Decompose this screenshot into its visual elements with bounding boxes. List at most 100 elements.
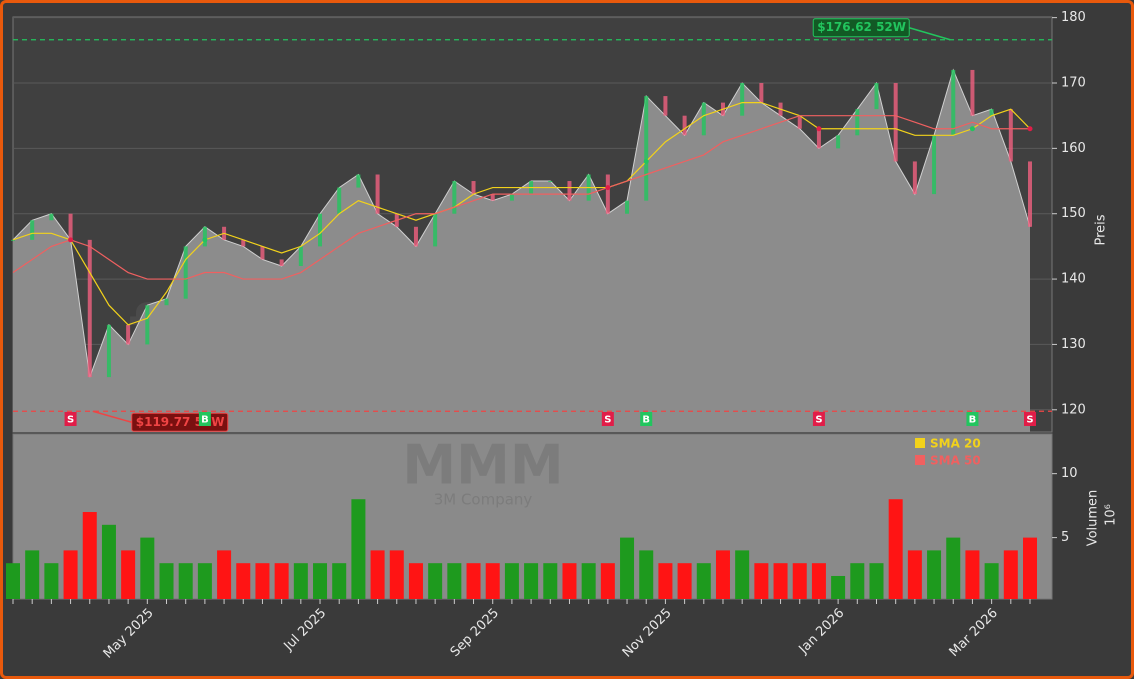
candle [68,213,73,240]
signal-dot [605,185,611,191]
volume-bar [101,524,116,599]
y-tick-label: 170 [1061,76,1086,91]
y-axis-unit: 10⁶ [1104,504,1119,526]
volume-bar [927,550,942,599]
volume-bar [82,512,97,599]
volume-bar [562,563,577,599]
signal-label: S [815,415,822,426]
volume-bar [1003,550,1018,599]
candle [1008,109,1013,162]
volume-bar [907,550,922,599]
y-tick-label: 5 [1061,530,1069,545]
candle [413,226,418,247]
price-area [13,69,1030,432]
signal-box [198,412,211,426]
volume-bar [524,563,539,599]
x-tick-label: Mar 2026 [947,606,1001,660]
volume-bar [715,550,730,599]
signal-box [966,412,979,426]
volume-bar [197,563,212,599]
volume-bar [236,563,251,599]
candle [49,213,54,221]
candle [836,135,841,149]
y-tick-label: 150 [1061,206,1086,221]
candle [490,194,495,201]
watermark-title: MMM [402,434,563,497]
x-tick-label: Sep 2025 [448,606,502,660]
volume-bar [178,563,193,599]
candle [605,174,610,214]
candle [298,246,303,266]
signal-label: B [201,415,209,426]
volume-bar [658,563,673,599]
volume-bar [792,563,807,599]
signal-label: B [642,415,650,426]
candle [740,83,745,116]
signal-label: B [969,415,977,426]
volume-bar [428,563,443,599]
x-tick-label: May 2025 [101,606,157,662]
x-tick-label: Nov 2025 [620,606,675,661]
candle [183,246,188,299]
signal-label: S [1026,415,1033,426]
signal-label: S [604,415,611,426]
legend-label: SMA 50 [930,454,981,468]
signal-dot [68,237,74,243]
sma-line [12,102,1031,326]
candle [30,220,35,240]
volume-bar [25,550,40,599]
volume-bar [831,575,846,599]
candle [106,324,111,378]
candle [260,246,265,260]
sma-line [12,115,1030,280]
volume-bar [159,563,174,599]
candle [164,298,169,306]
volume-bar [351,499,366,599]
candle [816,128,821,149]
volume-bar [773,563,788,599]
volume-bar [946,537,961,599]
low-label: $119.77 52W [136,415,225,429]
candle [625,200,630,214]
volume-bar [811,563,826,599]
candle [874,83,879,110]
candle [11,239,15,241]
signal-dot [969,126,975,132]
volume-bar [735,550,750,599]
candle [87,239,92,378]
volume-bar [63,550,78,599]
volume-bar [408,563,423,599]
volume-bar [869,563,884,599]
volume-bar [677,563,692,599]
volume-bar [255,563,270,599]
candle [912,161,917,195]
candle [855,109,860,136]
x-tick-label: Jul 2025 [281,606,330,655]
y-tick-label: 140 [1061,272,1086,287]
candle [1028,161,1032,227]
legend-swatch [915,455,925,465]
legend-label: SMA 20 [930,437,981,451]
signal-box [1024,412,1036,426]
volume-bar [888,499,903,599]
candle [337,187,342,214]
volume-bar [274,563,289,599]
volume-bar [504,563,519,599]
candle [932,135,937,195]
candle [951,69,956,136]
signal-label: S [67,415,74,426]
chart: forexsignale.trade120130140150160170180$… [6,10,1119,662]
volume-bar [6,563,20,599]
candle [567,181,572,201]
volume-bar [217,550,232,599]
signal-dot [202,237,208,243]
volume-bar [1023,537,1037,599]
candle [318,213,323,247]
candle [452,181,457,214]
candle [509,194,514,201]
signal-box [64,412,77,426]
volume-bar [543,563,558,599]
candle [433,213,438,247]
high-label: $176.62 52W [817,20,906,34]
